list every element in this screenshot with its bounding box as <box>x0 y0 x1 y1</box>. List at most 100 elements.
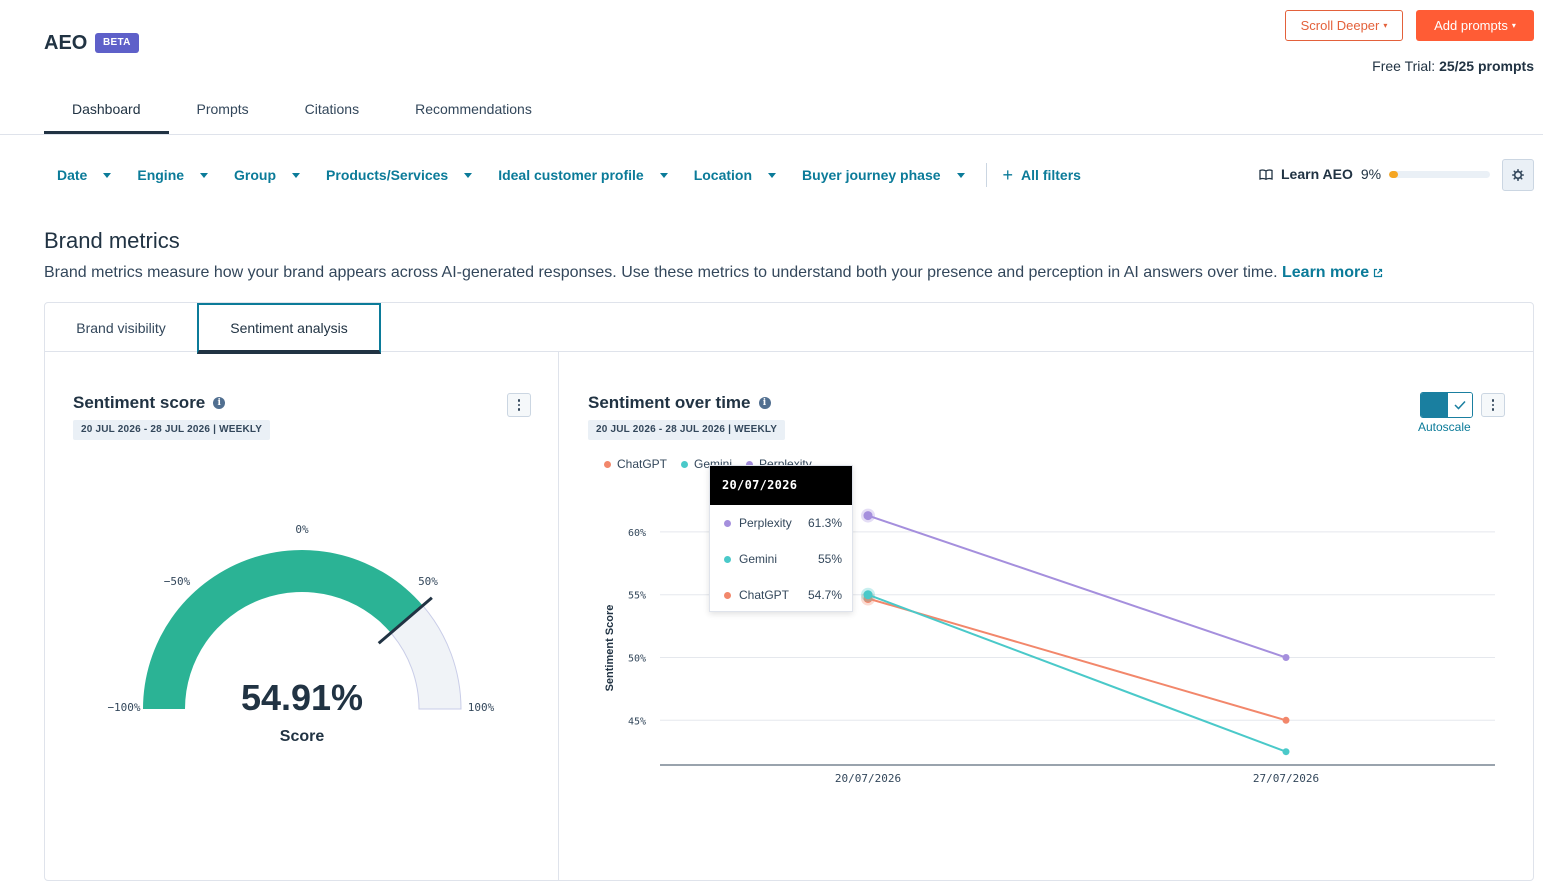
x-tick-label: 20/07/2026 <box>835 772 901 785</box>
learn-aeo-percent: 9% <box>1360 166 1382 182</box>
tooltip-row-perplexity: Perplexity 61.3% <box>710 505 852 541</box>
toggle-knob <box>1448 393 1472 417</box>
data-point-perplexity[interactable] <box>1282 654 1290 662</box>
gauge-label-zero: 0% <box>295 523 309 536</box>
data-point-gemini[interactable] <box>1282 748 1290 756</box>
brand-metrics-card: Brand visibility Sentiment analysis Sent… <box>44 302 1534 881</box>
data-point-chatgpt[interactable] <box>1282 716 1290 724</box>
autoscale-label: Autoscale <box>1418 420 1471 434</box>
card-tabs-divider <box>45 351 1533 352</box>
learn-aeo[interactable]: Learn AEO 9% <box>1259 166 1381 182</box>
filter-date[interactable]: Date <box>44 160 124 190</box>
tab-brand-visibility[interactable]: Brand visibility <box>76 319 166 336</box>
date-range-chip: 20 JUL 2026 - 28 JUL 2026 | WEEKLY <box>73 420 271 440</box>
main-tabs: Dashboard Prompts Citations Recommendati… <box>44 95 560 135</box>
info-icon[interactable]: i <box>758 397 771 409</box>
description-text: Brand metrics measure how your brand app… <box>44 264 1278 281</box>
filter-label: Date <box>57 167 88 183</box>
panel-divider <box>558 352 559 880</box>
caret-down-icon: ▾ <box>1383 21 1388 30</box>
sentiment-score-value: 54.91% <box>241 677 363 718</box>
sentiment-score-menu-button[interactable] <box>507 393 531 417</box>
series-line-gemini <box>867 593 1287 753</box>
app-title: AEO <box>44 32 88 54</box>
filter-products-services[interactable]: Products/Services <box>313 160 485 190</box>
filter-label: Location <box>693 167 753 183</box>
y-tick-label: 60% <box>628 528 646 539</box>
dot <box>1491 403 1495 407</box>
caret-down-icon <box>659 172 668 178</box>
sentiment-score-title: Sentiment score i <box>73 393 226 413</box>
tooltip-dot <box>724 591 731 599</box>
info-icon[interactable]: i <box>213 397 226 409</box>
filter-engine[interactable]: Engine <box>124 160 221 190</box>
filter-label: Products/Services <box>326 167 449 183</box>
x-tick-label: 27/07/2026 <box>1253 772 1319 785</box>
dot <box>517 408 521 411</box>
tooltip-series-value: 55% <box>817 552 842 566</box>
external-link-icon <box>1374 268 1383 277</box>
legend-dot <box>681 460 689 468</box>
all-filters-label: All filters <box>1021 167 1081 183</box>
settings-button[interactable] <box>1502 159 1534 191</box>
sentiment-score-title-text: Sentiment score <box>73 393 206 412</box>
learn-aeo-progress <box>1389 171 1490 178</box>
caret-down-icon <box>956 172 965 178</box>
filter-ideal-customer-profile[interactable]: Ideal customer profile <box>485 160 680 190</box>
autoscale-toggle[interactable] <box>1420 392 1473 418</box>
tooltip-dot <box>724 519 731 527</box>
filter-label: Ideal customer profile <box>498 167 644 183</box>
tab-sentiment-analysis[interactable]: Sentiment analysis <box>197 303 381 354</box>
caret-down-icon <box>768 172 777 178</box>
tooltip-series-name: Gemini <box>739 552 778 566</box>
scroll-deeper-button[interactable]: Scroll Deeper ▾ <box>1285 10 1403 41</box>
gauge-label-neg50: −50% <box>164 575 191 588</box>
tooltip-dot <box>724 555 731 563</box>
add-prompts-button[interactable]: Add prompts ▾ <box>1416 10 1534 41</box>
sentiment-line-chart: Sentiment Score 45% 50% 55% 60% 20/07/2026 27… <box>604 508 1495 785</box>
trial-label: Free Trial: <box>1372 58 1436 74</box>
filter-buyer-journey-phase[interactable]: Buyer journey phase <box>789 160 978 190</box>
add-prompts-label: Add prompts <box>1434 18 1508 33</box>
gauge-needle <box>377 596 433 645</box>
series-line-perplexity <box>867 514 1287 659</box>
score-label: Score <box>280 728 325 745</box>
series-layer <box>861 508 1290 756</box>
tab-prompts[interactable]: Prompts <box>196 101 249 117</box>
y-tick-label: 50% <box>628 654 646 665</box>
filter-bar: Date Engine Group Products/Services Idea… <box>44 160 1091 190</box>
beta-badge: BETA <box>95 33 139 53</box>
data-point-gemini[interactable] <box>863 590 873 600</box>
gear-icon <box>1512 169 1524 181</box>
dot <box>1491 399 1495 402</box>
tooltip-row-chatgpt: ChatGPT 54.7% <box>710 577 852 613</box>
filter-label: Engine <box>137 167 185 183</box>
legend-item-chatgpt[interactable]: ChatGPT <box>604 457 667 471</box>
scroll-deeper-label: Scroll Deeper <box>1300 18 1380 33</box>
filter-separator <box>985 163 987 187</box>
data-point-perplexity[interactable] <box>863 511 873 521</box>
gauge-label-pos50: 50% <box>418 575 438 588</box>
learn-more-label: Learn more <box>1282 264 1370 281</box>
tab-recommendations[interactable]: Recommendations <box>415 101 532 117</box>
tab-citations[interactable]: Citations <box>304 101 360 117</box>
filter-group[interactable]: Group <box>221 160 313 190</box>
series-line-chatgpt <box>867 597 1287 722</box>
legend-label: ChatGPT <box>617 457 668 471</box>
toggle-track-on <box>1421 393 1448 417</box>
caret-down-icon <box>103 172 112 178</box>
learn-more-link[interactable]: Learn more <box>1282 264 1383 281</box>
gauge-label-min: −100% <box>107 701 140 714</box>
grid-layer: 45% 50% 55% 60% 20/07/2026 27/07/2026 <box>628 528 1495 785</box>
sentiment-over-time-menu-button[interactable] <box>1481 393 1505 417</box>
all-filters-button[interactable]: + All filters <box>993 166 1091 184</box>
tab-dashboard[interactable]: Dashboard <box>44 95 169 135</box>
legend-dot <box>746 460 754 468</box>
gauge-track <box>390 604 462 710</box>
filter-location[interactable]: Location <box>681 160 789 190</box>
sentiment-over-time-title: Sentiment over time i <box>588 393 771 413</box>
sentiment-gauge: 0% −50% 50% −100% 100% 54.91% Score <box>107 523 494 745</box>
dot <box>517 403 521 407</box>
tabs-divider <box>0 134 1543 135</box>
caret-down-icon <box>464 172 473 178</box>
